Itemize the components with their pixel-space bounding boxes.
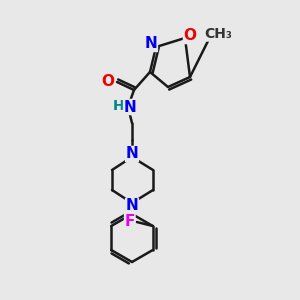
Text: H: H — [113, 99, 125, 113]
Text: O: O — [184, 28, 196, 44]
Text: CH₃: CH₃ — [204, 27, 232, 41]
Text: N: N — [124, 100, 136, 115]
Text: N: N — [145, 37, 158, 52]
Text: N: N — [126, 146, 138, 161]
Text: F: F — [124, 214, 135, 229]
Text: O: O — [101, 74, 115, 88]
Text: N: N — [126, 199, 138, 214]
